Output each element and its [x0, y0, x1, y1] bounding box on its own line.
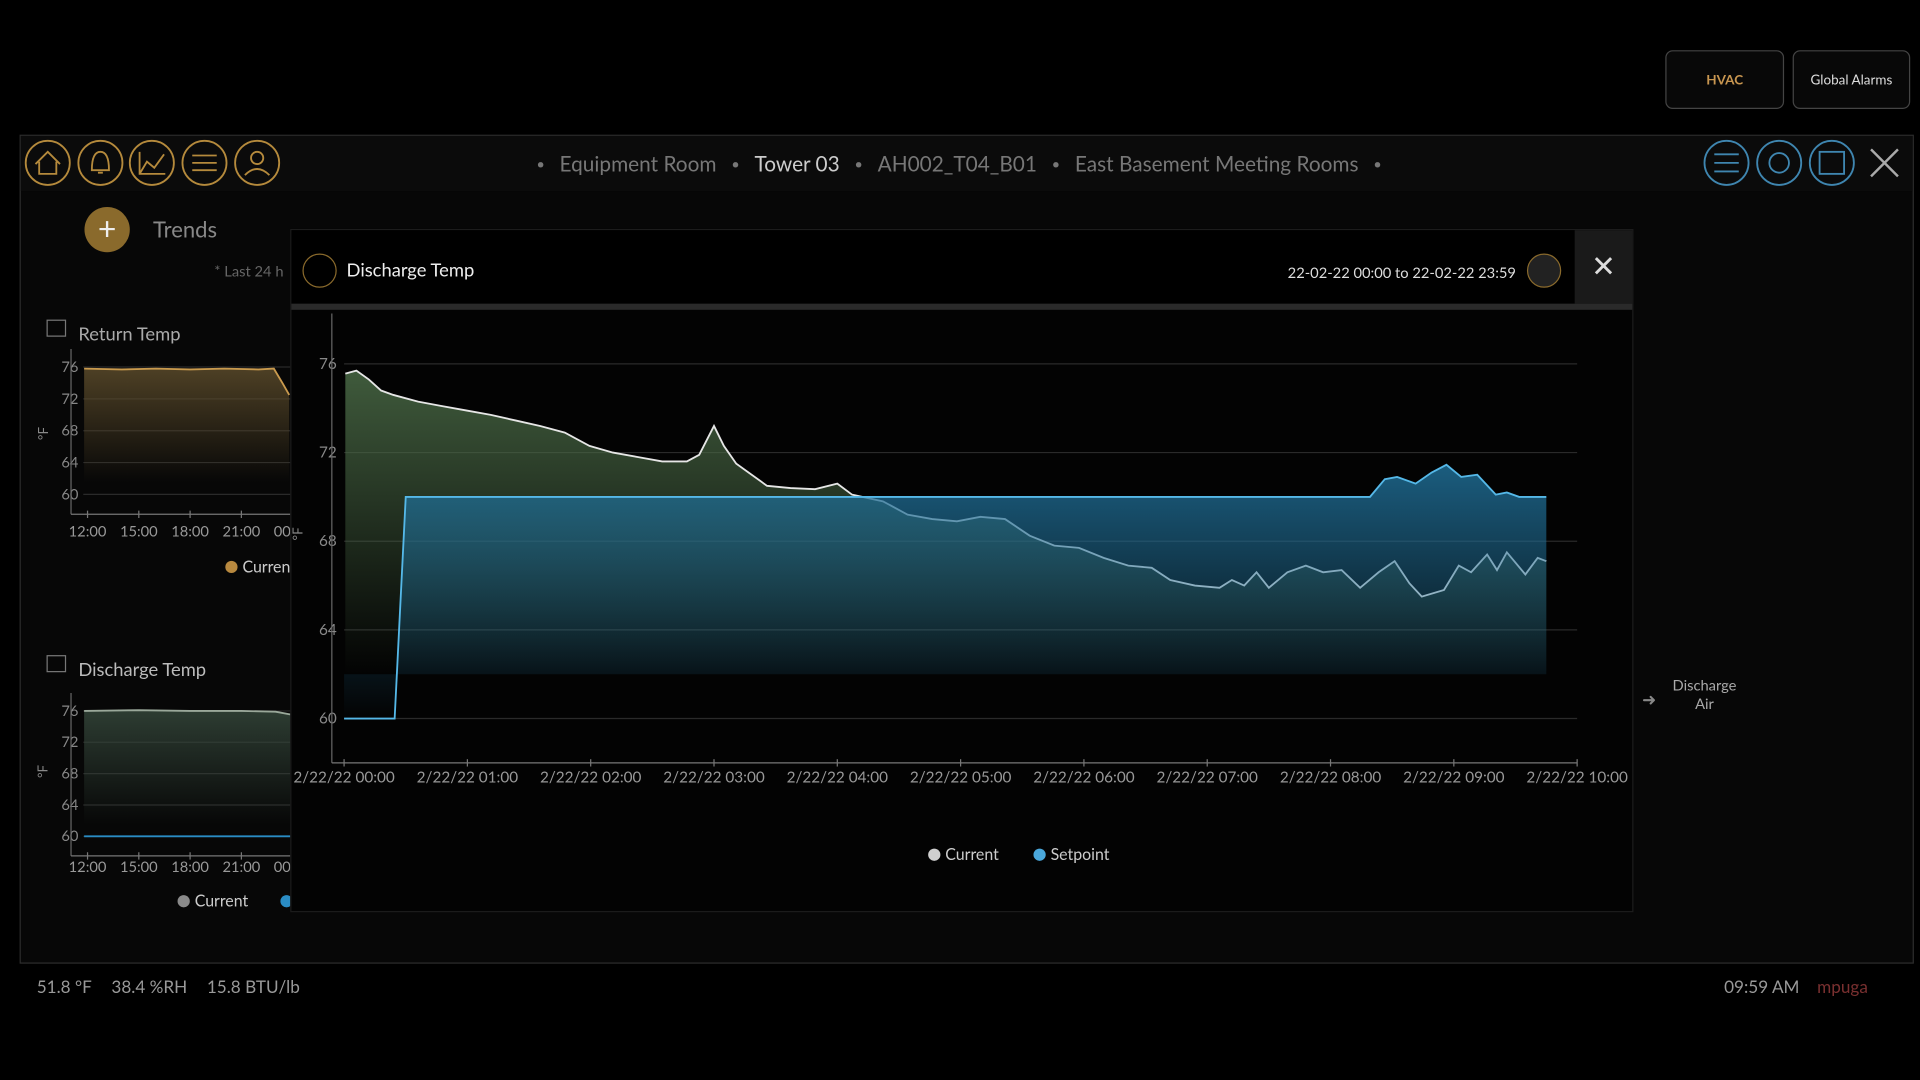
x-tick-label: 2/22/22 01:00: [417, 768, 519, 786]
legend-dot: [177, 895, 190, 908]
x-tick-label: 2/22/22 09:00: [1403, 768, 1505, 786]
user: mpuga: [1817, 975, 1868, 997]
line: [84, 367, 291, 396]
y-tick-label: 76: [61, 359, 78, 376]
line: [344, 463, 1547, 720]
legend-dot: [280, 895, 293, 908]
x-tick-label: 2/22/22 00:00: [293, 768, 395, 786]
y-tick-label: 64: [61, 797, 79, 814]
y-tick-label: 64: [61, 454, 79, 471]
close-icon[interactable]: [1870, 148, 1899, 178]
modal: ✕ Discharge Temp 22-02-22 00:00 to 22-02…: [290, 228, 1634, 913]
y-tick-label: 60: [319, 709, 337, 727]
date-range: 22-02-22 00:00 to 22-02-22 23:59: [1287, 263, 1516, 282]
crumb[interactable]: Tower 03: [754, 150, 840, 176]
x-tick-label: 2/22/22 05:00: [910, 768, 1012, 786]
y-tick-label: 72: [61, 734, 78, 751]
global-alarms-button[interactable]: Global Alarms: [1792, 50, 1911, 109]
legend-label: Current: [242, 557, 296, 576]
trends-note: * Last 24 h: [214, 262, 284, 281]
breadcrumb: • Equipment Room • Tower 03 • AH002_T04_B01…: [536, 150, 1382, 176]
y-axis-label: °F: [291, 527, 305, 541]
crumb[interactable]: East Basement Meeting Rooms: [1074, 150, 1359, 176]
return-temp-chart: 6064687276°F12:0015:0018:0021:0000:00Cur…: [35, 348, 298, 576]
legend-dot: [1033, 848, 1046, 861]
y-axis-label: °F: [35, 764, 51, 778]
arrow: ➜: [1642, 688, 1657, 709]
area-fill: [344, 464, 1547, 719]
y-tick-label: 76: [319, 355, 337, 373]
legend-label: Setpoint: [1051, 845, 1110, 864]
chart-title: Discharge Temp: [78, 658, 207, 681]
x-tick-label: 2/22/22 10:00: [1526, 768, 1628, 786]
chart-title: Return Temp: [78, 323, 181, 346]
settings-icon[interactable]: [181, 139, 228, 186]
trends-title: Trends: [153, 215, 218, 243]
x-tick-label: 15:00: [120, 523, 158, 540]
area-fill: [84, 710, 293, 825]
legend-label: Current: [195, 892, 249, 911]
add-button[interactable]: +: [84, 206, 130, 253]
tool-icon[interactable]: [1756, 139, 1803, 186]
modal-close[interactable]: ✕: [1574, 230, 1633, 304]
x-tick-label: 2/22/22 04:00: [787, 768, 889, 786]
separator: [291, 303, 1633, 310]
x-tick-label: 18:00: [171, 859, 209, 876]
user-icon[interactable]: [234, 139, 281, 186]
line: [84, 709, 293, 716]
legend-label: Current: [945, 845, 999, 864]
hvac-button[interactable]: HVAC: [1665, 50, 1785, 109]
modal-header: [291, 230, 1575, 304]
x-tick-label: 2/22/22 02:00: [540, 768, 642, 786]
calendar-button[interactable]: [1526, 253, 1562, 288]
temperature: 51.8 °F: [36, 975, 92, 997]
home-icon[interactable]: [24, 139, 71, 186]
tool-icon[interactable]: [1703, 139, 1750, 186]
y-tick-label: 72: [61, 391, 78, 408]
excel-icon[interactable]: [302, 253, 337, 288]
copy-icon[interactable]: [46, 319, 67, 337]
discharge-temp-chart: 6064687276°F12:0015:0018:0021:0000:00Cur…: [35, 693, 298, 911]
copy-icon[interactable]: [46, 655, 67, 673]
x-tick-label: 18:00: [171, 523, 209, 540]
modal-title: Discharge Temp: [346, 259, 475, 282]
y-tick-label: 72: [319, 443, 337, 461]
humidity: 38.4 %RH: [111, 975, 188, 997]
x-tick-label: 21:00: [222, 523, 260, 540]
enthalpy: 15.8 BTU/lb: [206, 975, 300, 997]
y-tick-label: 64: [319, 621, 337, 639]
y-tick-label: 60: [61, 486, 79, 503]
legend-dot: [928, 848, 941, 861]
x-tick-label: 21:00: [222, 859, 260, 876]
tool-icons: [1703, 139, 1899, 186]
side-label: Discharge Air: [1672, 675, 1737, 713]
discharge-temp-main-chart: 60 64 68 72 76 °F 2/22/22 00:00 2/22/22 01:00 2/…: [291, 313, 1628, 864]
y-tick-label: 76: [61, 703, 78, 720]
crumb[interactable]: AH002_T04_B01: [877, 150, 1037, 176]
y-tick-label: 68: [61, 766, 78, 783]
y-tick-label: 60: [61, 828, 79, 845]
x-tick-label: 2/22/22 06:00: [1033, 768, 1135, 786]
calendar-icon[interactable]: [1808, 139, 1855, 186]
x-tick-label: 2/22/22 08:00: [1280, 768, 1382, 786]
x-tick-label: 12:00: [69, 859, 107, 876]
y-tick-label: 68: [319, 532, 337, 550]
y-axis-label: °F: [35, 426, 51, 440]
area-fill: [84, 368, 290, 483]
nav-icons: [24, 139, 281, 186]
x-tick-label: 2/22/22 07:00: [1157, 768, 1259, 786]
legend-dot: [225, 560, 238, 574]
status-left: 51.8 °F 38.4 %RH 15.8 BTU/lb: [37, 976, 300, 997]
alarm-icon[interactable]: [77, 139, 124, 186]
clock: 09:59 AM: [1724, 975, 1800, 997]
x-tick-label: 15:00: [120, 859, 158, 876]
x-tick-label: 12:00: [69, 523, 107, 540]
trends-icon[interactable]: [128, 139, 175, 186]
crumb[interactable]: Equipment Room: [559, 150, 717, 176]
toolbar: [20, 135, 1913, 192]
x-tick-label: 2/22/22 03:00: [663, 768, 765, 786]
y-tick-label: 68: [61, 423, 78, 440]
